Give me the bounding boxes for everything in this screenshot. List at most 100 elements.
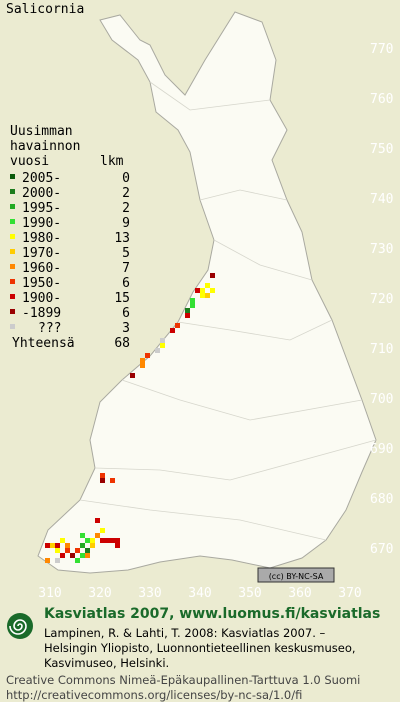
occurrence-cell bbox=[80, 543, 85, 548]
legend-label: 1960- bbox=[22, 261, 61, 276]
occurrence-cell bbox=[45, 558, 50, 563]
region-borders bbox=[79, 81, 377, 541]
occurrence-cell bbox=[205, 293, 210, 298]
x-tick-label: 360 bbox=[288, 586, 311, 601]
license-line: http://creativecommons.org/licenses/by-n… bbox=[6, 688, 302, 702]
legend-swatch bbox=[10, 204, 15, 209]
occurrence-cell bbox=[55, 548, 60, 553]
legend-swatch bbox=[10, 294, 15, 299]
badge-box bbox=[257, 567, 335, 583]
occurrence-cell bbox=[80, 553, 85, 558]
legend-label: 2005- bbox=[22, 171, 61, 186]
legend-count: 7 bbox=[122, 261, 130, 276]
license-badge: (cc) BY-NC-SA bbox=[257, 567, 335, 583]
y-tick-label: 710 bbox=[370, 342, 393, 357]
occurrence-cell bbox=[60, 553, 65, 558]
legend-count: 0 bbox=[122, 171, 130, 186]
legend-count: 3 bbox=[122, 321, 130, 336]
occurrence-cell bbox=[205, 283, 210, 288]
legend-label: 1900- bbox=[22, 291, 61, 306]
occurrence-cell bbox=[155, 348, 160, 353]
legend-count: 2 bbox=[122, 186, 130, 201]
occurrence-cell bbox=[65, 548, 70, 553]
legend-swatch bbox=[10, 324, 15, 329]
occurrence-cell bbox=[140, 358, 145, 363]
occurrence-cell bbox=[60, 538, 65, 543]
license-line: Creative Commons Nimeä-Epäkaupallinen-Ta… bbox=[6, 673, 360, 687]
occurrence-cell bbox=[100, 538, 105, 543]
occurrence-cell bbox=[170, 328, 175, 333]
x-tick-label: 350 bbox=[238, 586, 261, 601]
occurrence-cell bbox=[145, 353, 150, 358]
y-tick-label: 720 bbox=[370, 292, 393, 307]
logo-disc bbox=[7, 613, 33, 639]
occurrence-cell bbox=[160, 343, 165, 348]
y-tick-label: 690 bbox=[370, 442, 393, 457]
legend-swatch bbox=[10, 279, 15, 284]
legend-count-header: lkm bbox=[100, 154, 124, 169]
y-tick-label: 760 bbox=[370, 92, 393, 107]
legend-label: 1950- bbox=[22, 276, 61, 291]
legend-title: vuosi bbox=[10, 154, 49, 169]
occurrence-cell bbox=[100, 528, 105, 533]
occurrence-cell bbox=[210, 273, 215, 278]
legend-count: 9 bbox=[122, 216, 130, 231]
occurrence-cell bbox=[185, 308, 190, 313]
y-tick-label: 680 bbox=[370, 492, 393, 507]
occurrence-cell bbox=[130, 373, 135, 378]
occurrence-cell bbox=[140, 363, 145, 368]
legend-title: Uusimman bbox=[10, 124, 73, 139]
legend-swatch bbox=[10, 189, 15, 194]
occurrence-cell bbox=[90, 543, 95, 548]
occurrence-cell bbox=[200, 288, 205, 293]
legend-swatch bbox=[10, 264, 15, 269]
occurrence-cell bbox=[75, 548, 80, 553]
occurrence-cell bbox=[195, 288, 200, 293]
y-tick-label: 750 bbox=[370, 142, 393, 157]
occurrence-cell bbox=[90, 538, 95, 543]
legend-swatch bbox=[10, 174, 15, 179]
legend-swatch bbox=[10, 234, 15, 239]
legend-title: havainnon bbox=[10, 139, 80, 154]
legend-label: 2000- bbox=[22, 186, 61, 201]
legend-total-label: Yhteensä bbox=[12, 336, 75, 351]
y-tick-label: 670 bbox=[370, 542, 393, 557]
badge-text: (cc) BY-NC-SA bbox=[269, 572, 324, 581]
occurrence-cell bbox=[110, 538, 115, 543]
legend-count: 5 bbox=[122, 246, 130, 261]
logo bbox=[7, 613, 33, 639]
occurrence-cell bbox=[160, 338, 165, 343]
legend-label: 1970- bbox=[22, 246, 61, 261]
x-tick-label: 310 bbox=[38, 586, 61, 601]
occurrence-cell bbox=[175, 323, 180, 328]
occurrence-cell bbox=[65, 543, 70, 548]
legend-label: -1899 bbox=[22, 306, 61, 321]
legend-count: 2 bbox=[122, 201, 130, 216]
legend-label: ??? bbox=[38, 321, 61, 336]
logo-spiral bbox=[9, 619, 27, 635]
legend-swatch bbox=[10, 249, 15, 254]
legend-label: 1980- bbox=[22, 231, 61, 246]
citation-line: Helsingin Yliopisto, Luonnontieteellinen… bbox=[44, 641, 356, 655]
y-tick-label: 730 bbox=[370, 242, 393, 257]
occurrence-cell bbox=[200, 293, 205, 298]
x-tick-label: 330 bbox=[138, 586, 161, 601]
occurrence-cell bbox=[185, 313, 190, 318]
legend: Uusimman havainnon vuosi lkm Yhteensä 68… bbox=[10, 124, 130, 351]
occurrence-cell bbox=[45, 543, 50, 548]
occurrence-cell bbox=[55, 543, 60, 548]
occurrence-cell bbox=[115, 543, 120, 548]
occurrence-cell bbox=[100, 473, 105, 478]
occurrence-cell bbox=[85, 538, 90, 543]
occurrence-cell bbox=[85, 553, 90, 558]
occurrence-cells bbox=[45, 273, 215, 563]
finland-outline bbox=[37, 11, 377, 574]
legend-count: 13 bbox=[114, 231, 130, 246]
legend-label: 1990- bbox=[22, 216, 61, 231]
legend-swatch bbox=[10, 219, 15, 224]
occurrence-cell bbox=[190, 303, 195, 308]
legend-label: 1995- bbox=[22, 201, 61, 216]
occurrence-cell bbox=[95, 533, 100, 538]
legend-count: 6 bbox=[122, 276, 130, 291]
